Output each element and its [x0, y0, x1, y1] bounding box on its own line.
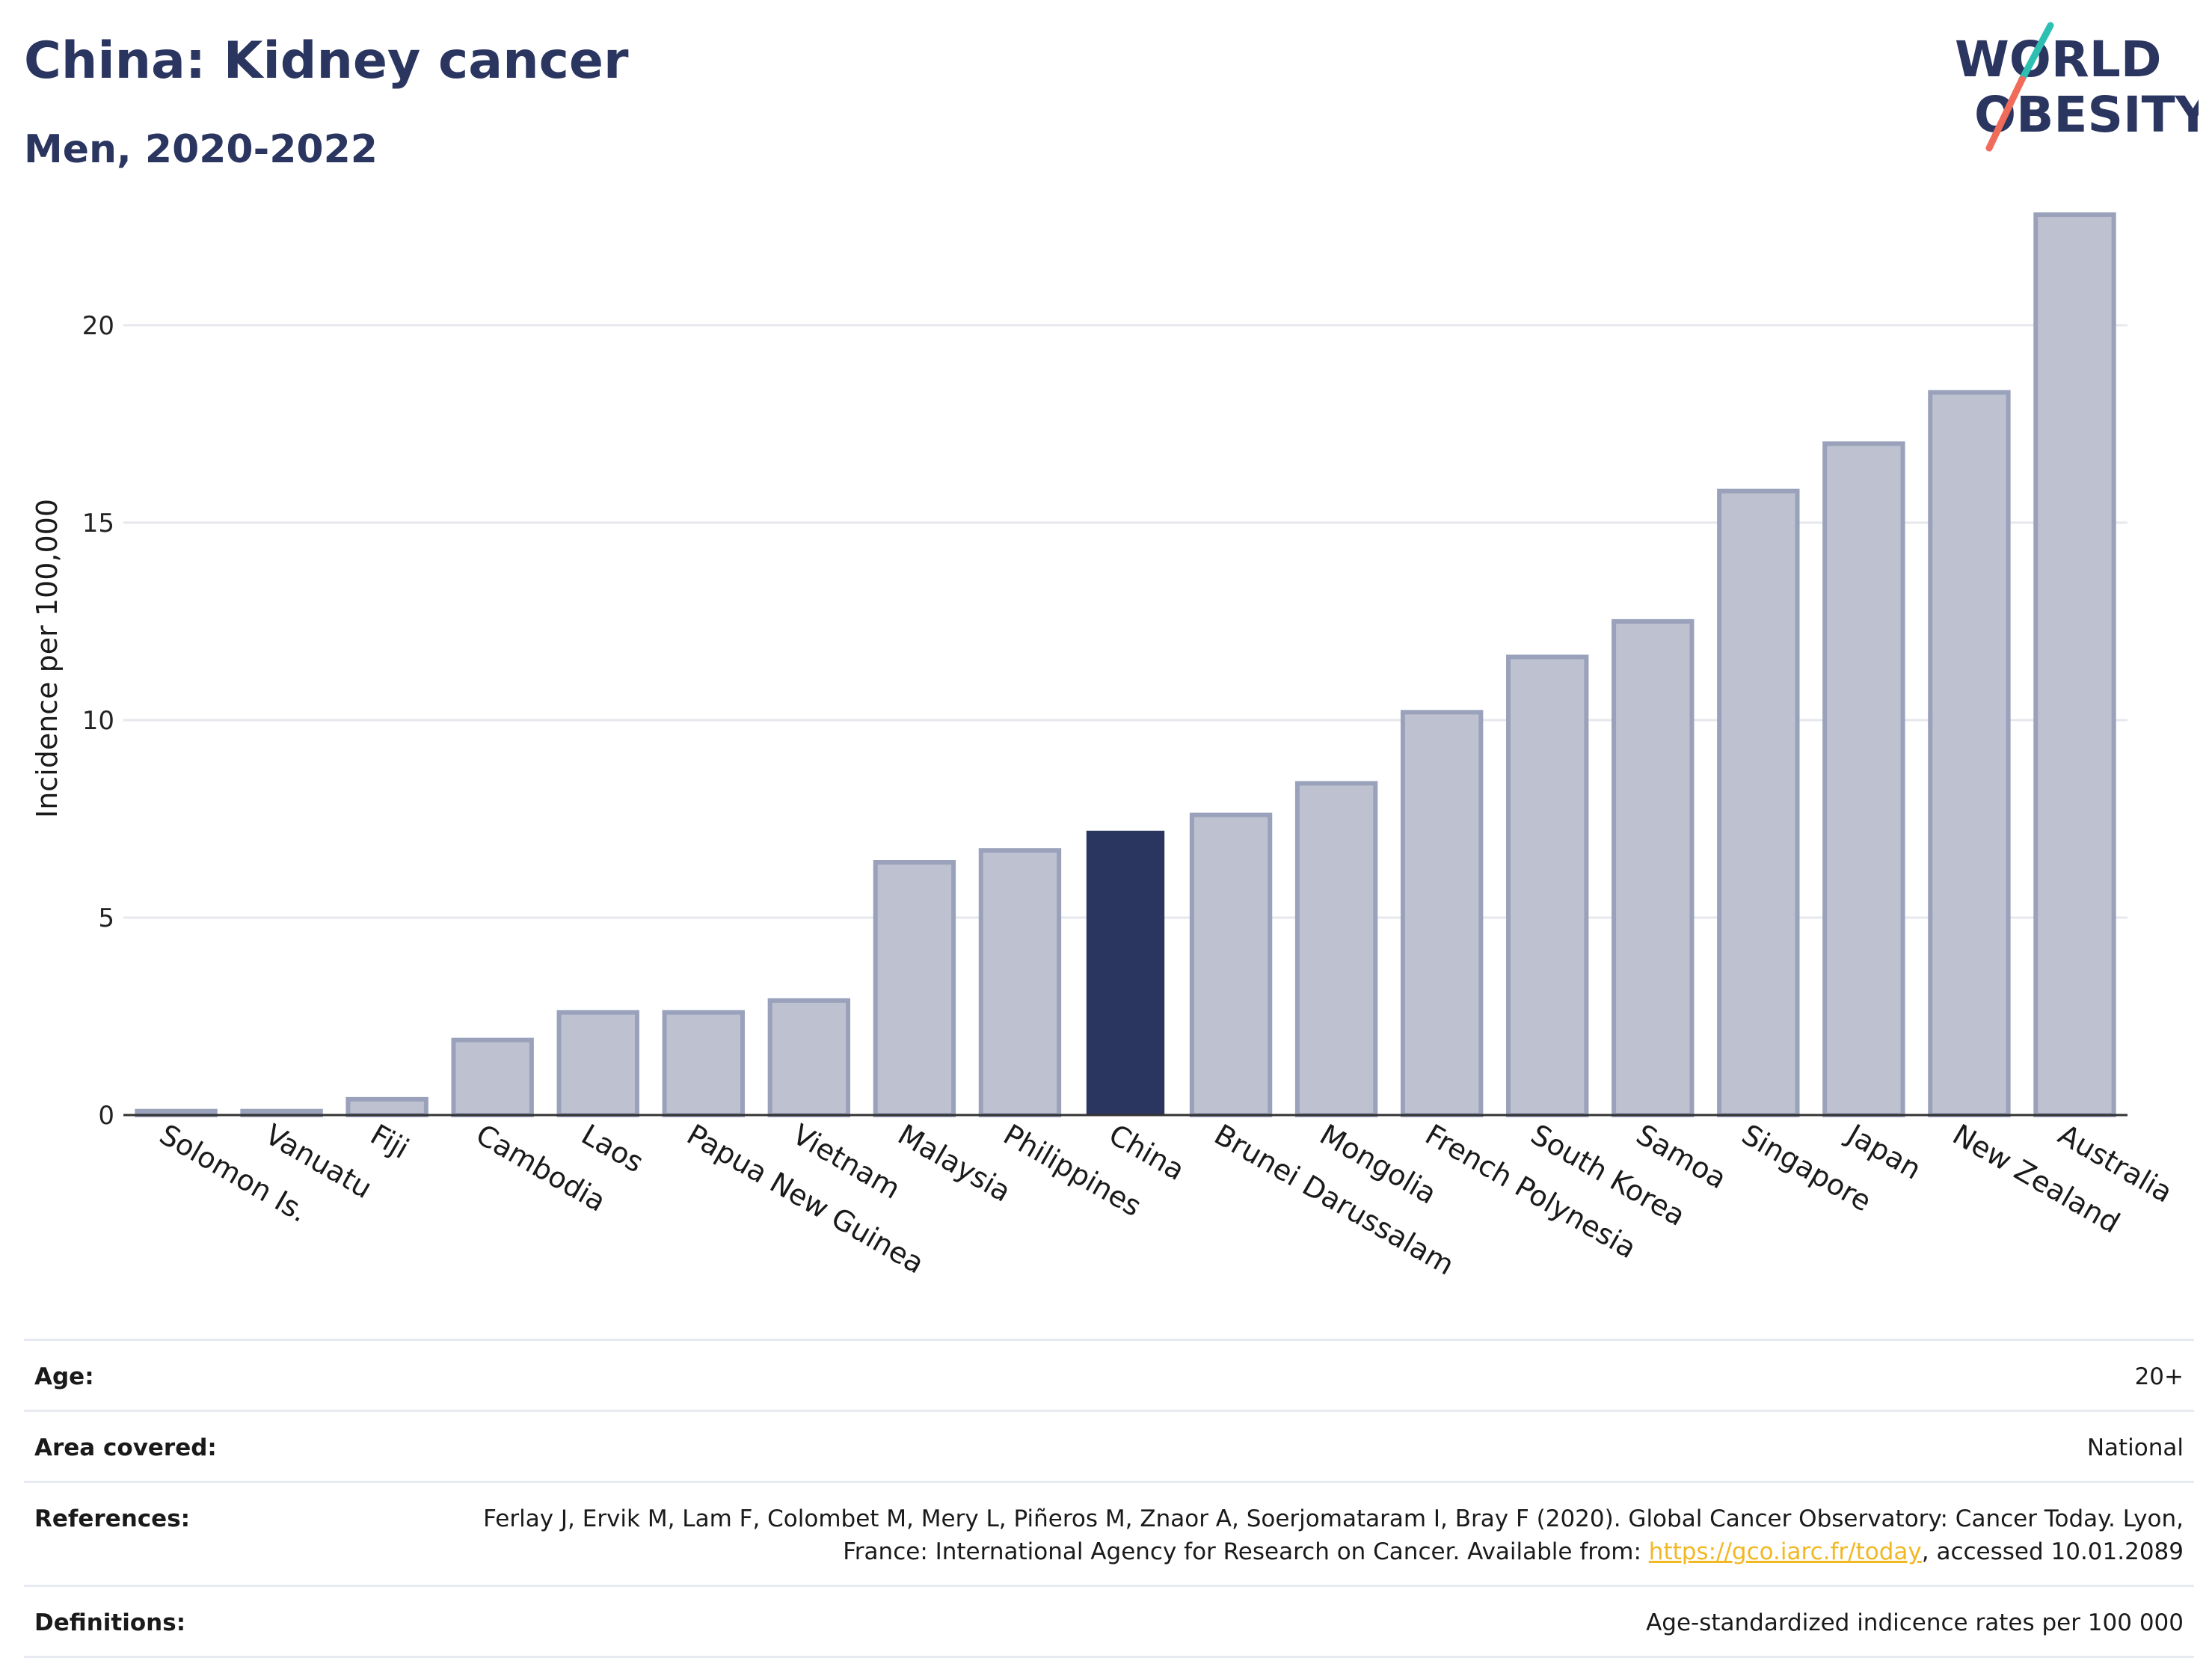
- bar-samoa: [1612, 618, 1695, 1117]
- reference-suffix: , accessed 10.01.2089: [1921, 1538, 2184, 1565]
- bar-malaysia: [873, 860, 956, 1117]
- bar-laos: [556, 1010, 639, 1117]
- logo-word-world: WORLD: [1955, 31, 2162, 88]
- y-axis-label: Incidence per 100,000: [31, 499, 64, 818]
- y-tick-label: 15: [82, 509, 114, 538]
- info-label-references: References:: [24, 1481, 404, 1586]
- world-obesity-logo: WORLD OBESITY: [1955, 22, 2199, 152]
- bar-french-polynesia: [1400, 710, 1484, 1117]
- bar-south-korea: [1506, 654, 1589, 1117]
- bar-papua-new-guinea: [662, 1010, 745, 1117]
- bar-australia: [2033, 212, 2116, 1117]
- x-tick-label: Malaysia: [892, 1118, 1016, 1209]
- bar-china: [1086, 830, 1165, 1115]
- x-tick-label: Laos: [576, 1118, 649, 1179]
- info-value-area: National: [404, 1410, 2194, 1482]
- bar-cambodia: [451, 1037, 534, 1117]
- y-tick-label: 5: [98, 903, 114, 933]
- bar-philippines: [978, 848, 1062, 1117]
- reference-text: Ferlay J, Ervik M, Lam F, Colombet M, Me…: [483, 1505, 2184, 1565]
- bar-mongolia: [1294, 781, 1378, 1118]
- bar-new-zealand: [1928, 390, 2011, 1117]
- logo-slash-teal: [2018, 22, 2054, 83]
- info-value-age: 20+: [404, 1339, 2194, 1411]
- chart-bars: [135, 212, 2116, 1118]
- page-subtitle: Men, 2020-2022: [24, 127, 378, 172]
- info-label-age: Age:: [24, 1339, 404, 1411]
- reference-link[interactable]: https://gco.iarc.fr/today: [1648, 1538, 1922, 1565]
- logo-slash-coral: [1985, 76, 2026, 152]
- y-tick-label: 10: [82, 706, 114, 736]
- x-tick-label: Fiji: [365, 1118, 414, 1165]
- bar-fiji: [345, 1096, 428, 1117]
- info-row-area: Area covered: National: [24, 1410, 2194, 1482]
- info-row-references: References: Ferlay J, Ervik M, Lam F, Co…: [24, 1481, 2194, 1586]
- info-label-area: Area covered:: [24, 1410, 404, 1482]
- info-row-age: Age: 20+: [24, 1339, 2194, 1411]
- y-axis-ticks: 0 5 10 15 20: [82, 311, 114, 1131]
- info-value-references: Ferlay J, Ervik M, Lam F, Colombet M, Me…: [404, 1481, 2194, 1586]
- bar-vietnam: [767, 998, 851, 1118]
- bar-brunei-darussalam: [1189, 812, 1273, 1117]
- bar-singapore: [1717, 488, 1800, 1117]
- bar-japan: [1822, 441, 1905, 1117]
- y-tick-label: 20: [82, 311, 114, 341]
- info-row-definitions: Definitions: Age-standardized indicence …: [24, 1585, 2194, 1658]
- info-label-definitions: Definitions:: [24, 1585, 404, 1658]
- page-title: China: Kidney cancer: [24, 31, 629, 90]
- y-tick-label: 0: [98, 1101, 114, 1131]
- info-table: Age: 20+ Area covered: National Referenc…: [24, 1339, 2194, 1658]
- info-value-definitions: Age-standardized indicence rates per 100…: [404, 1585, 2194, 1658]
